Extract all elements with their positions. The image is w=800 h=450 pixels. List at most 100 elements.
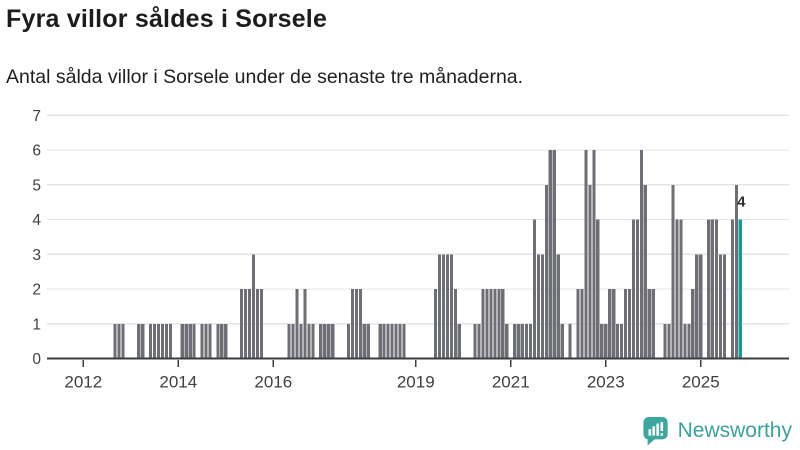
bar [592,150,596,359]
y-tick-label: 1 [32,316,41,333]
highlighted-bar [738,219,742,359]
bar [354,289,359,359]
bar [445,254,450,359]
bar [247,289,252,359]
bar [303,289,307,359]
bar [691,289,695,359]
bar [505,323,509,359]
bar [699,254,703,359]
bar [608,289,612,359]
bar [501,289,505,359]
bar [647,289,651,359]
bar [164,323,169,359]
bar [588,184,592,359]
bar [208,323,212,359]
bar [687,323,691,359]
bar [311,323,315,359]
brand-name: Newsworthy [677,419,792,442]
bar [639,150,643,359]
bar [192,323,196,359]
chart-title: Fyra villor såldes i Sorsele [6,5,328,33]
bar [220,323,224,359]
bar [528,323,533,359]
bar [386,323,390,359]
bar [453,289,457,359]
bar [730,219,735,359]
x-axis-labels: 2012 2014 2016 2019 2021 2023 2025 [64,373,719,392]
bar [521,323,525,359]
bars [113,150,742,359]
bar [259,289,264,359]
bar [560,323,564,359]
bar [679,219,683,359]
bar [390,323,394,359]
bar [604,323,608,359]
bar [240,289,244,359]
bar [612,289,616,359]
bar [331,323,335,359]
bar [160,323,165,359]
bar [718,254,723,359]
bar [307,323,311,359]
bar [616,323,620,359]
bar [204,323,208,359]
brand-logo-link[interactable]: Newsworthy [642,416,792,446]
bar [556,254,560,359]
y-tick-label: 4 [32,212,41,229]
x-tick-label: 2014 [159,373,197,392]
bar [627,289,632,359]
bar [580,289,584,359]
bar [449,254,453,359]
y-tick-label: 6 [32,143,41,160]
x-tick-label: 2016 [254,373,292,392]
bar [485,289,489,359]
bar [350,289,355,359]
bar [394,323,398,359]
bar [576,289,580,359]
y-tick-label: 2 [32,282,41,299]
bar [137,323,141,359]
bar [433,289,438,359]
bar [477,323,481,359]
bar [398,323,402,359]
bar [671,184,675,359]
bar [489,289,493,359]
bar [299,323,303,359]
bar [346,323,351,359]
axes [47,357,789,367]
bar [113,323,117,359]
bar [568,323,572,359]
y-tick-label: 3 [32,247,41,264]
bar [224,323,228,359]
x-tick-label: 2019 [397,373,435,392]
bar [168,323,172,359]
bar [513,323,517,359]
bar [532,219,537,359]
bar [481,289,485,359]
bar [188,323,192,359]
bar [473,323,477,359]
bar [148,323,153,359]
bar [635,219,640,359]
bar [524,323,529,359]
bar [619,323,624,359]
bar [402,323,406,359]
x-tick-label: 2025 [682,373,720,392]
bar [711,219,715,359]
bar [544,184,548,359]
bar-chart-speech-bubble-icon [643,417,668,446]
bar [517,323,521,359]
bar [497,289,501,359]
bar [675,219,679,359]
bar [552,150,556,359]
bar [493,289,497,359]
y-tick-label: 0 [32,351,41,368]
bar [683,323,687,359]
bar [536,254,541,359]
bar [366,323,370,359]
bar [651,289,655,359]
bar [180,323,184,359]
bar [596,219,600,359]
